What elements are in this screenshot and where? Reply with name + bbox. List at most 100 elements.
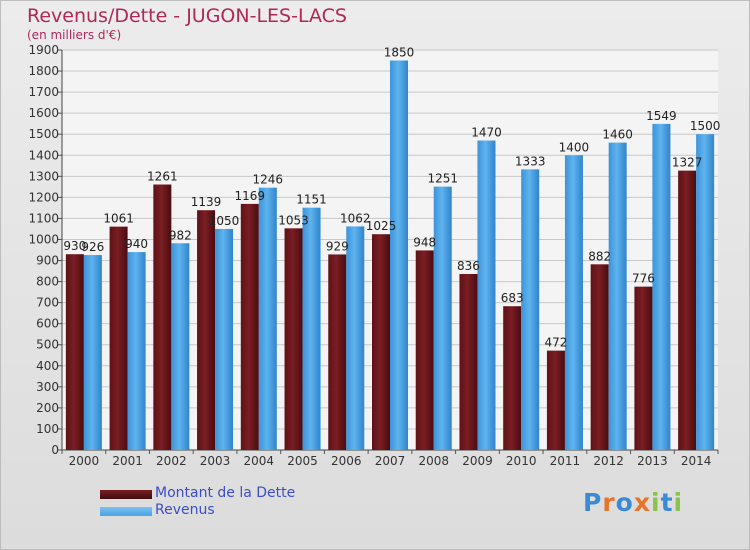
legend-swatch-dette [100,490,152,499]
x-tick-label: 2008 [418,454,449,468]
x-tick-label: 2011 [550,454,581,468]
data-label-revenus: 1062 [340,211,371,225]
x-tick-label: 2003 [200,454,231,468]
bar-dette [415,250,434,450]
data-label-dette: 776 [632,272,655,286]
data-label-dette: 882 [588,249,611,263]
data-label-revenus: 1460 [602,128,633,142]
data-label-dette: 1139 [191,195,222,209]
y-tick-label: 1900 [28,43,59,57]
bar-dette [459,274,478,450]
y-tick-label: 100 [36,422,59,436]
chart-title: Revenus/Dette - JUGON-LES-LACS [27,5,347,27]
data-label-revenus: 1500 [690,119,721,133]
bar-revenus [258,187,277,450]
y-tick-label: 900 [36,254,59,268]
y-tick-label: 0 [51,443,59,457]
y-tick-label: 1500 [28,127,59,141]
y-tick-label: 400 [36,359,59,373]
data-label-dette: 930 [63,239,86,253]
x-tick-label: 2002 [156,454,187,468]
bar-dette [372,234,390,450]
data-label-dette: 1261 [147,170,178,184]
logo-letter: i [651,488,661,517]
data-label-revenus: 982 [169,228,192,242]
y-tick-label: 1100 [28,211,59,225]
bar-revenus [127,252,146,450]
x-tick-label: 2007 [375,454,406,468]
data-label-dette: 948 [413,235,436,249]
y-tick-label: 1200 [28,190,59,204]
x-tick-label: 2014 [681,454,712,468]
logo-letter: o [615,488,634,517]
data-label-revenus: 1333 [515,154,546,168]
x-tick-label: 2006 [331,454,362,468]
bar-revenus [171,243,190,450]
y-tick-label: 1700 [28,85,59,99]
y-tick-label: 1300 [28,169,59,183]
chart-subtitle: (en milliers d'€) [27,28,122,42]
logo-letter: x [633,488,651,517]
bar-revenus [564,155,583,450]
bar-dette [240,203,259,450]
y-tick-label: 500 [36,338,59,352]
x-tick-label: 2001 [112,454,143,468]
data-label-dette: 929 [326,239,349,253]
bar-dette [546,350,565,450]
bar-dette [284,228,303,450]
data-label-dette: 1053 [278,213,309,227]
x-tick-label: 2005 [287,454,318,468]
legend-label-dette: Montant de la Dette [155,485,296,501]
data-label-revenus: 940 [125,237,148,251]
bar-revenus [390,60,408,451]
y-tick-label: 200 [36,401,59,415]
data-label-revenus: 1251 [427,172,458,186]
bar-revenus [83,255,102,450]
data-label-revenus: 1549 [646,109,677,123]
bar-revenus [608,142,627,450]
data-label-dette: 472 [544,336,567,350]
data-label-revenus: 1151 [296,193,327,207]
y-tick-label: 1400 [28,148,59,162]
bar-dette [328,254,347,450]
data-label-dette: 1327 [672,156,703,170]
x-tick-label: 2012 [593,454,624,468]
bar-dette [109,226,128,450]
x-tick-label: 2000 [69,454,100,468]
logo-letter: i [673,488,684,517]
y-tick-label: 600 [36,317,59,331]
data-label-dette: 1169 [235,189,266,203]
y-tick-label: 1000 [28,232,59,246]
bar-revenus [302,207,321,450]
legend-swatch-revenus [100,507,152,516]
bar-dette [153,184,172,451]
bar-dette [197,210,216,450]
y-tick-label: 1600 [28,106,59,120]
y-tick-label: 800 [36,275,59,289]
data-label-revenus: 1470 [471,126,502,140]
legend-label-revenus: Revenus [155,502,215,518]
x-tick-label: 2013 [637,454,668,468]
x-tick-label: 2010 [506,454,537,468]
bar-revenus [433,186,452,450]
data-label-dette: 1025 [366,219,397,233]
bar-revenus [477,140,496,451]
proxiti-logo: Proxiti [583,488,683,517]
bar-revenus [346,226,365,450]
y-tick-label: 300 [36,380,59,394]
data-label-dette: 836 [457,259,480,273]
bar-dette [678,170,697,450]
logo-letter: P [583,488,603,517]
bar-dette [590,264,609,450]
data-label-dette: 1061 [103,212,134,226]
data-label-revenus: 926 [81,240,104,254]
bar-dette [65,254,84,450]
x-tick-label: 2009 [462,454,493,468]
data-label-revenus: 1050 [209,214,240,228]
bar-dette [634,286,653,450]
bar-dette [503,306,522,450]
logo-letter: r [602,488,616,517]
y-tick-label: 700 [36,296,59,310]
x-tick-label: 2004 [244,454,275,468]
